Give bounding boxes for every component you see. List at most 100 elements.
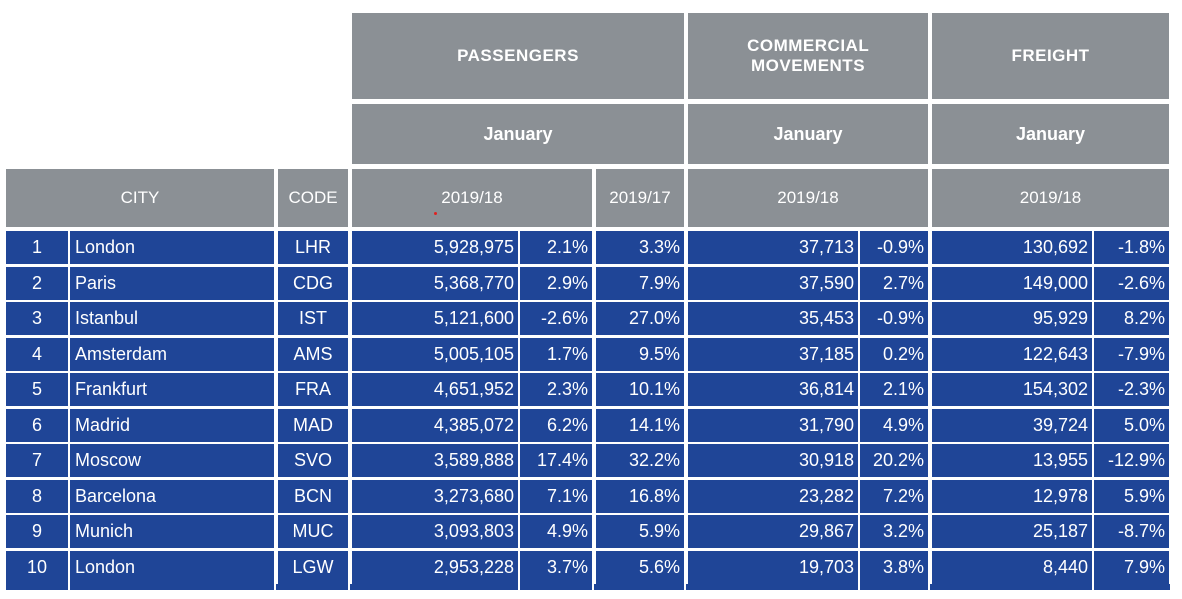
- cell-city: Munich: [70, 515, 274, 548]
- cell-pax-change-17: 32.2%: [596, 444, 684, 477]
- cell-pax-change-18: 3.7%: [520, 551, 592, 584]
- column-freight-2019-18: 2019/18: [932, 169, 1169, 227]
- table-bottom-bar: [6, 584, 1170, 590]
- cell-pax-change-18: 6.2%: [520, 409, 592, 442]
- cell-code: SVO: [278, 444, 348, 477]
- cell-passengers: 2,953,228: [352, 551, 518, 584]
- cell-freight: 25,187: [932, 515, 1092, 548]
- cell-movements: 23,282: [688, 480, 858, 513]
- cell-rank: 9: [6, 515, 68, 548]
- cell-freight: 149,000: [932, 267, 1092, 300]
- column-passengers-2019-17: 2019/17: [596, 169, 684, 227]
- header-commercial-movements: COMMERCIAL MOVEMENTS: [688, 13, 928, 99]
- cell-passengers: 3,589,888: [352, 444, 518, 477]
- month-freight: January: [932, 104, 1169, 164]
- cell-frt-change: -12.9%: [1094, 444, 1169, 477]
- cell-pax-change-18: 1.7%: [520, 338, 592, 371]
- cell-pax-change-17: 9.5%: [596, 338, 684, 371]
- header-freight: FREIGHT: [932, 13, 1169, 99]
- cell-city: London: [70, 551, 274, 584]
- cell-city: Madrid: [70, 409, 274, 442]
- cell-city: Paris: [70, 267, 274, 300]
- cell-freight: 13,955: [932, 444, 1092, 477]
- cell-frt-change: -2.3%: [1094, 373, 1169, 406]
- cell-rank: 4: [6, 338, 68, 371]
- cell-freight: 130,692: [932, 231, 1092, 264]
- bar-divider: [274, 584, 276, 590]
- cell-mov-change: 7.2%: [860, 480, 928, 513]
- cell-mov-change: 0.2%: [860, 338, 928, 371]
- cell-freight: 95,929: [932, 302, 1092, 335]
- cell-passengers: 5,005,105: [352, 338, 518, 371]
- bar-divider: [68, 584, 70, 590]
- cell-frt-change: -7.9%: [1094, 338, 1169, 371]
- cell-passengers: 3,093,803: [352, 515, 518, 548]
- cell-rank: 8: [6, 480, 68, 513]
- cell-passengers: 4,385,072: [352, 409, 518, 442]
- column-city: CITY: [6, 169, 274, 227]
- cell-code: AMS: [278, 338, 348, 371]
- cell-rank: 6: [6, 409, 68, 442]
- cell-city: London: [70, 231, 274, 264]
- cell-passengers: 5,928,975: [352, 231, 518, 264]
- bar-divider: [348, 584, 350, 590]
- cell-mov-change: 2.7%: [860, 267, 928, 300]
- cell-pax-change-17: 10.1%: [596, 373, 684, 406]
- cell-code: FRA: [278, 373, 348, 406]
- column-passengers-2019-18: 2019/18: [352, 169, 592, 227]
- cell-mov-change: -0.9%: [860, 231, 928, 264]
- cell-rank: 10: [6, 551, 68, 584]
- column-code: CODE: [278, 169, 348, 227]
- cell-code: LGW: [278, 551, 348, 584]
- cell-frt-change: 5.0%: [1094, 409, 1169, 442]
- cell-code: MUC: [278, 515, 348, 548]
- month-movements: January: [688, 104, 928, 164]
- cell-city: Frankfurt: [70, 373, 274, 406]
- cell-frt-change: -2.6%: [1094, 267, 1169, 300]
- cell-rank: 2: [6, 267, 68, 300]
- cell-code: LHR: [278, 231, 348, 264]
- cell-rank: 5: [6, 373, 68, 406]
- cell-rank: 3: [6, 302, 68, 335]
- cell-mov-change: 4.9%: [860, 409, 928, 442]
- cell-passengers: 5,368,770: [352, 267, 518, 300]
- cell-movements: 36,814: [688, 373, 858, 406]
- cell-frt-change: 7.9%: [1094, 551, 1169, 584]
- cell-freight: 8,440: [932, 551, 1092, 584]
- cell-mov-change: -0.9%: [860, 302, 928, 335]
- cell-pax-change-17: 5.6%: [596, 551, 684, 584]
- cell-code: CDG: [278, 267, 348, 300]
- cell-passengers: 5,121,600: [352, 302, 518, 335]
- cell-passengers: 3,273,680: [352, 480, 518, 513]
- cell-pax-change-18: 17.4%: [520, 444, 592, 477]
- bar-divider: [1092, 584, 1094, 590]
- cell-frt-change: 8.2%: [1094, 302, 1169, 335]
- header-passengers: PASSENGERS: [352, 13, 684, 99]
- month-passengers: January: [352, 104, 684, 164]
- bar-divider: [858, 584, 860, 590]
- cell-pax-change-18: 7.1%: [520, 480, 592, 513]
- cell-freight: 122,643: [932, 338, 1092, 371]
- cell-pax-change-17: 3.3%: [596, 231, 684, 264]
- cell-city: Moscow: [70, 444, 274, 477]
- cell-code: IST: [278, 302, 348, 335]
- cell-rank: 7: [6, 444, 68, 477]
- cell-pax-change-17: 5.9%: [596, 515, 684, 548]
- cell-mov-change: 2.1%: [860, 373, 928, 406]
- cell-movements: 35,453: [688, 302, 858, 335]
- cell-pax-change-18: 2.1%: [520, 231, 592, 264]
- cell-city: Barcelona: [70, 480, 274, 513]
- cell-movements: 31,790: [688, 409, 858, 442]
- cell-movements: 37,713: [688, 231, 858, 264]
- cell-pax-change-18: 4.9%: [520, 515, 592, 548]
- cell-movements: 37,185: [688, 338, 858, 371]
- cell-code: BCN: [278, 480, 348, 513]
- cell-freight: 39,724: [932, 409, 1092, 442]
- cell-pax-change-17: 14.1%: [596, 409, 684, 442]
- cell-pax-change-17: 16.8%: [596, 480, 684, 513]
- cell-pax-change-18: 2.9%: [520, 267, 592, 300]
- cell-mov-change: 3.2%: [860, 515, 928, 548]
- cell-rank: 1: [6, 231, 68, 264]
- cell-frt-change: -8.7%: [1094, 515, 1169, 548]
- cell-movements: 29,867: [688, 515, 858, 548]
